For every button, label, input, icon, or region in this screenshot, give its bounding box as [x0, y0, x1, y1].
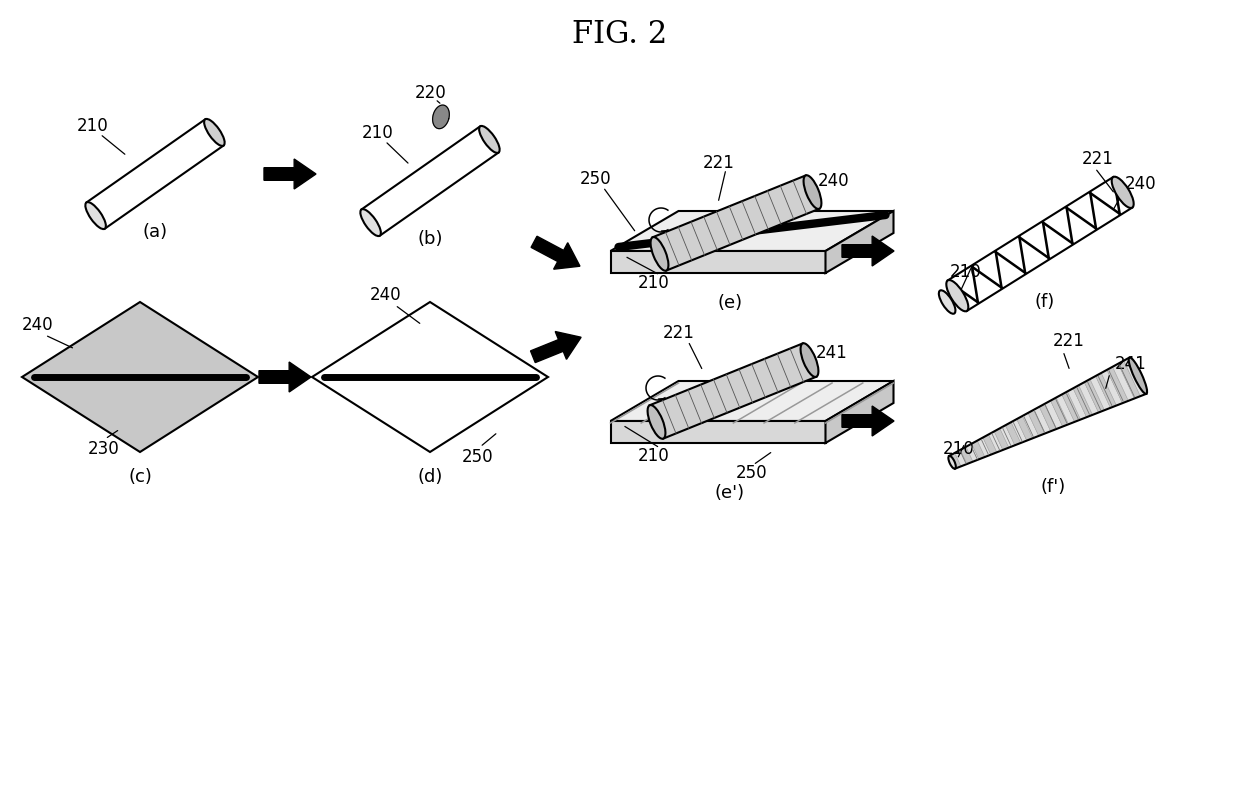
Text: (b): (b): [417, 230, 443, 248]
Polygon shape: [361, 126, 498, 235]
Text: 241: 241: [816, 344, 848, 362]
Text: 220: 220: [415, 84, 446, 102]
Text: 240: 240: [818, 172, 849, 190]
Ellipse shape: [1112, 176, 1133, 208]
Polygon shape: [1107, 366, 1128, 403]
Polygon shape: [1096, 373, 1116, 408]
Polygon shape: [842, 406, 894, 436]
Text: 210: 210: [950, 263, 982, 281]
Polygon shape: [994, 428, 1009, 450]
Polygon shape: [1028, 410, 1045, 436]
Polygon shape: [826, 211, 894, 273]
Text: 230: 230: [88, 440, 120, 458]
Polygon shape: [87, 119, 223, 229]
Ellipse shape: [86, 202, 105, 229]
Text: (f'): (f'): [1040, 478, 1065, 496]
Polygon shape: [1023, 413, 1039, 438]
Ellipse shape: [949, 456, 956, 468]
Text: (c): (c): [128, 468, 153, 486]
Text: 210: 210: [639, 274, 670, 292]
Polygon shape: [1090, 376, 1111, 410]
Polygon shape: [1011, 419, 1027, 443]
Ellipse shape: [479, 126, 500, 153]
Polygon shape: [1006, 422, 1021, 445]
Polygon shape: [1017, 416, 1033, 441]
Text: 250: 250: [580, 170, 611, 188]
Polygon shape: [1112, 364, 1135, 400]
Polygon shape: [1084, 379, 1105, 413]
Text: 221: 221: [1053, 332, 1085, 350]
Polygon shape: [264, 159, 316, 189]
Polygon shape: [610, 381, 894, 421]
Polygon shape: [1061, 392, 1080, 421]
Ellipse shape: [651, 237, 668, 271]
Text: 210: 210: [942, 440, 975, 458]
Polygon shape: [652, 176, 820, 270]
Polygon shape: [610, 421, 826, 443]
Text: (d): (d): [418, 468, 443, 486]
Ellipse shape: [939, 290, 956, 314]
Polygon shape: [1118, 361, 1141, 399]
Text: 250: 250: [737, 464, 768, 482]
Polygon shape: [433, 105, 449, 129]
Polygon shape: [972, 441, 985, 460]
Polygon shape: [949, 453, 961, 468]
Polygon shape: [826, 381, 894, 443]
Text: 221: 221: [703, 154, 735, 172]
Polygon shape: [955, 450, 967, 466]
Text: 210: 210: [639, 447, 670, 465]
Text: 221: 221: [663, 324, 694, 342]
Text: 241: 241: [1115, 355, 1147, 373]
Ellipse shape: [647, 405, 666, 438]
Ellipse shape: [361, 209, 381, 236]
Polygon shape: [1079, 382, 1099, 415]
Ellipse shape: [804, 176, 821, 209]
Polygon shape: [610, 251, 826, 273]
Text: 221: 221: [1083, 150, 1114, 168]
Polygon shape: [650, 343, 816, 438]
Text: (e'): (e'): [715, 484, 745, 502]
Text: 240: 240: [22, 316, 53, 334]
Polygon shape: [983, 434, 997, 455]
Ellipse shape: [1128, 358, 1147, 394]
Ellipse shape: [801, 343, 818, 377]
Text: 250: 250: [463, 448, 494, 466]
Polygon shape: [610, 211, 894, 251]
Polygon shape: [988, 431, 1003, 452]
Text: (e): (e): [718, 294, 743, 312]
Polygon shape: [1050, 397, 1069, 426]
Text: 240: 240: [370, 286, 402, 304]
Polygon shape: [22, 302, 258, 452]
Polygon shape: [966, 443, 978, 462]
Polygon shape: [531, 236, 580, 269]
Polygon shape: [1101, 370, 1122, 405]
Text: 210: 210: [77, 117, 109, 135]
Polygon shape: [1056, 395, 1075, 424]
Polygon shape: [977, 438, 991, 457]
Polygon shape: [1123, 358, 1146, 396]
Polygon shape: [1039, 404, 1056, 431]
Text: 240: 240: [1125, 175, 1157, 193]
Polygon shape: [999, 426, 1014, 447]
Polygon shape: [1073, 385, 1092, 417]
Polygon shape: [842, 236, 894, 266]
Polygon shape: [312, 302, 548, 452]
Text: FIG. 2: FIG. 2: [573, 19, 667, 49]
Polygon shape: [259, 362, 311, 392]
Polygon shape: [1045, 400, 1063, 429]
Polygon shape: [947, 177, 1132, 311]
Polygon shape: [531, 332, 582, 362]
Text: (a): (a): [143, 223, 167, 241]
Ellipse shape: [946, 280, 968, 311]
Polygon shape: [1068, 388, 1086, 420]
Ellipse shape: [205, 119, 224, 146]
Polygon shape: [1034, 407, 1050, 434]
Text: 210: 210: [362, 124, 394, 142]
Polygon shape: [961, 447, 973, 464]
Text: (f): (f): [1035, 293, 1055, 311]
